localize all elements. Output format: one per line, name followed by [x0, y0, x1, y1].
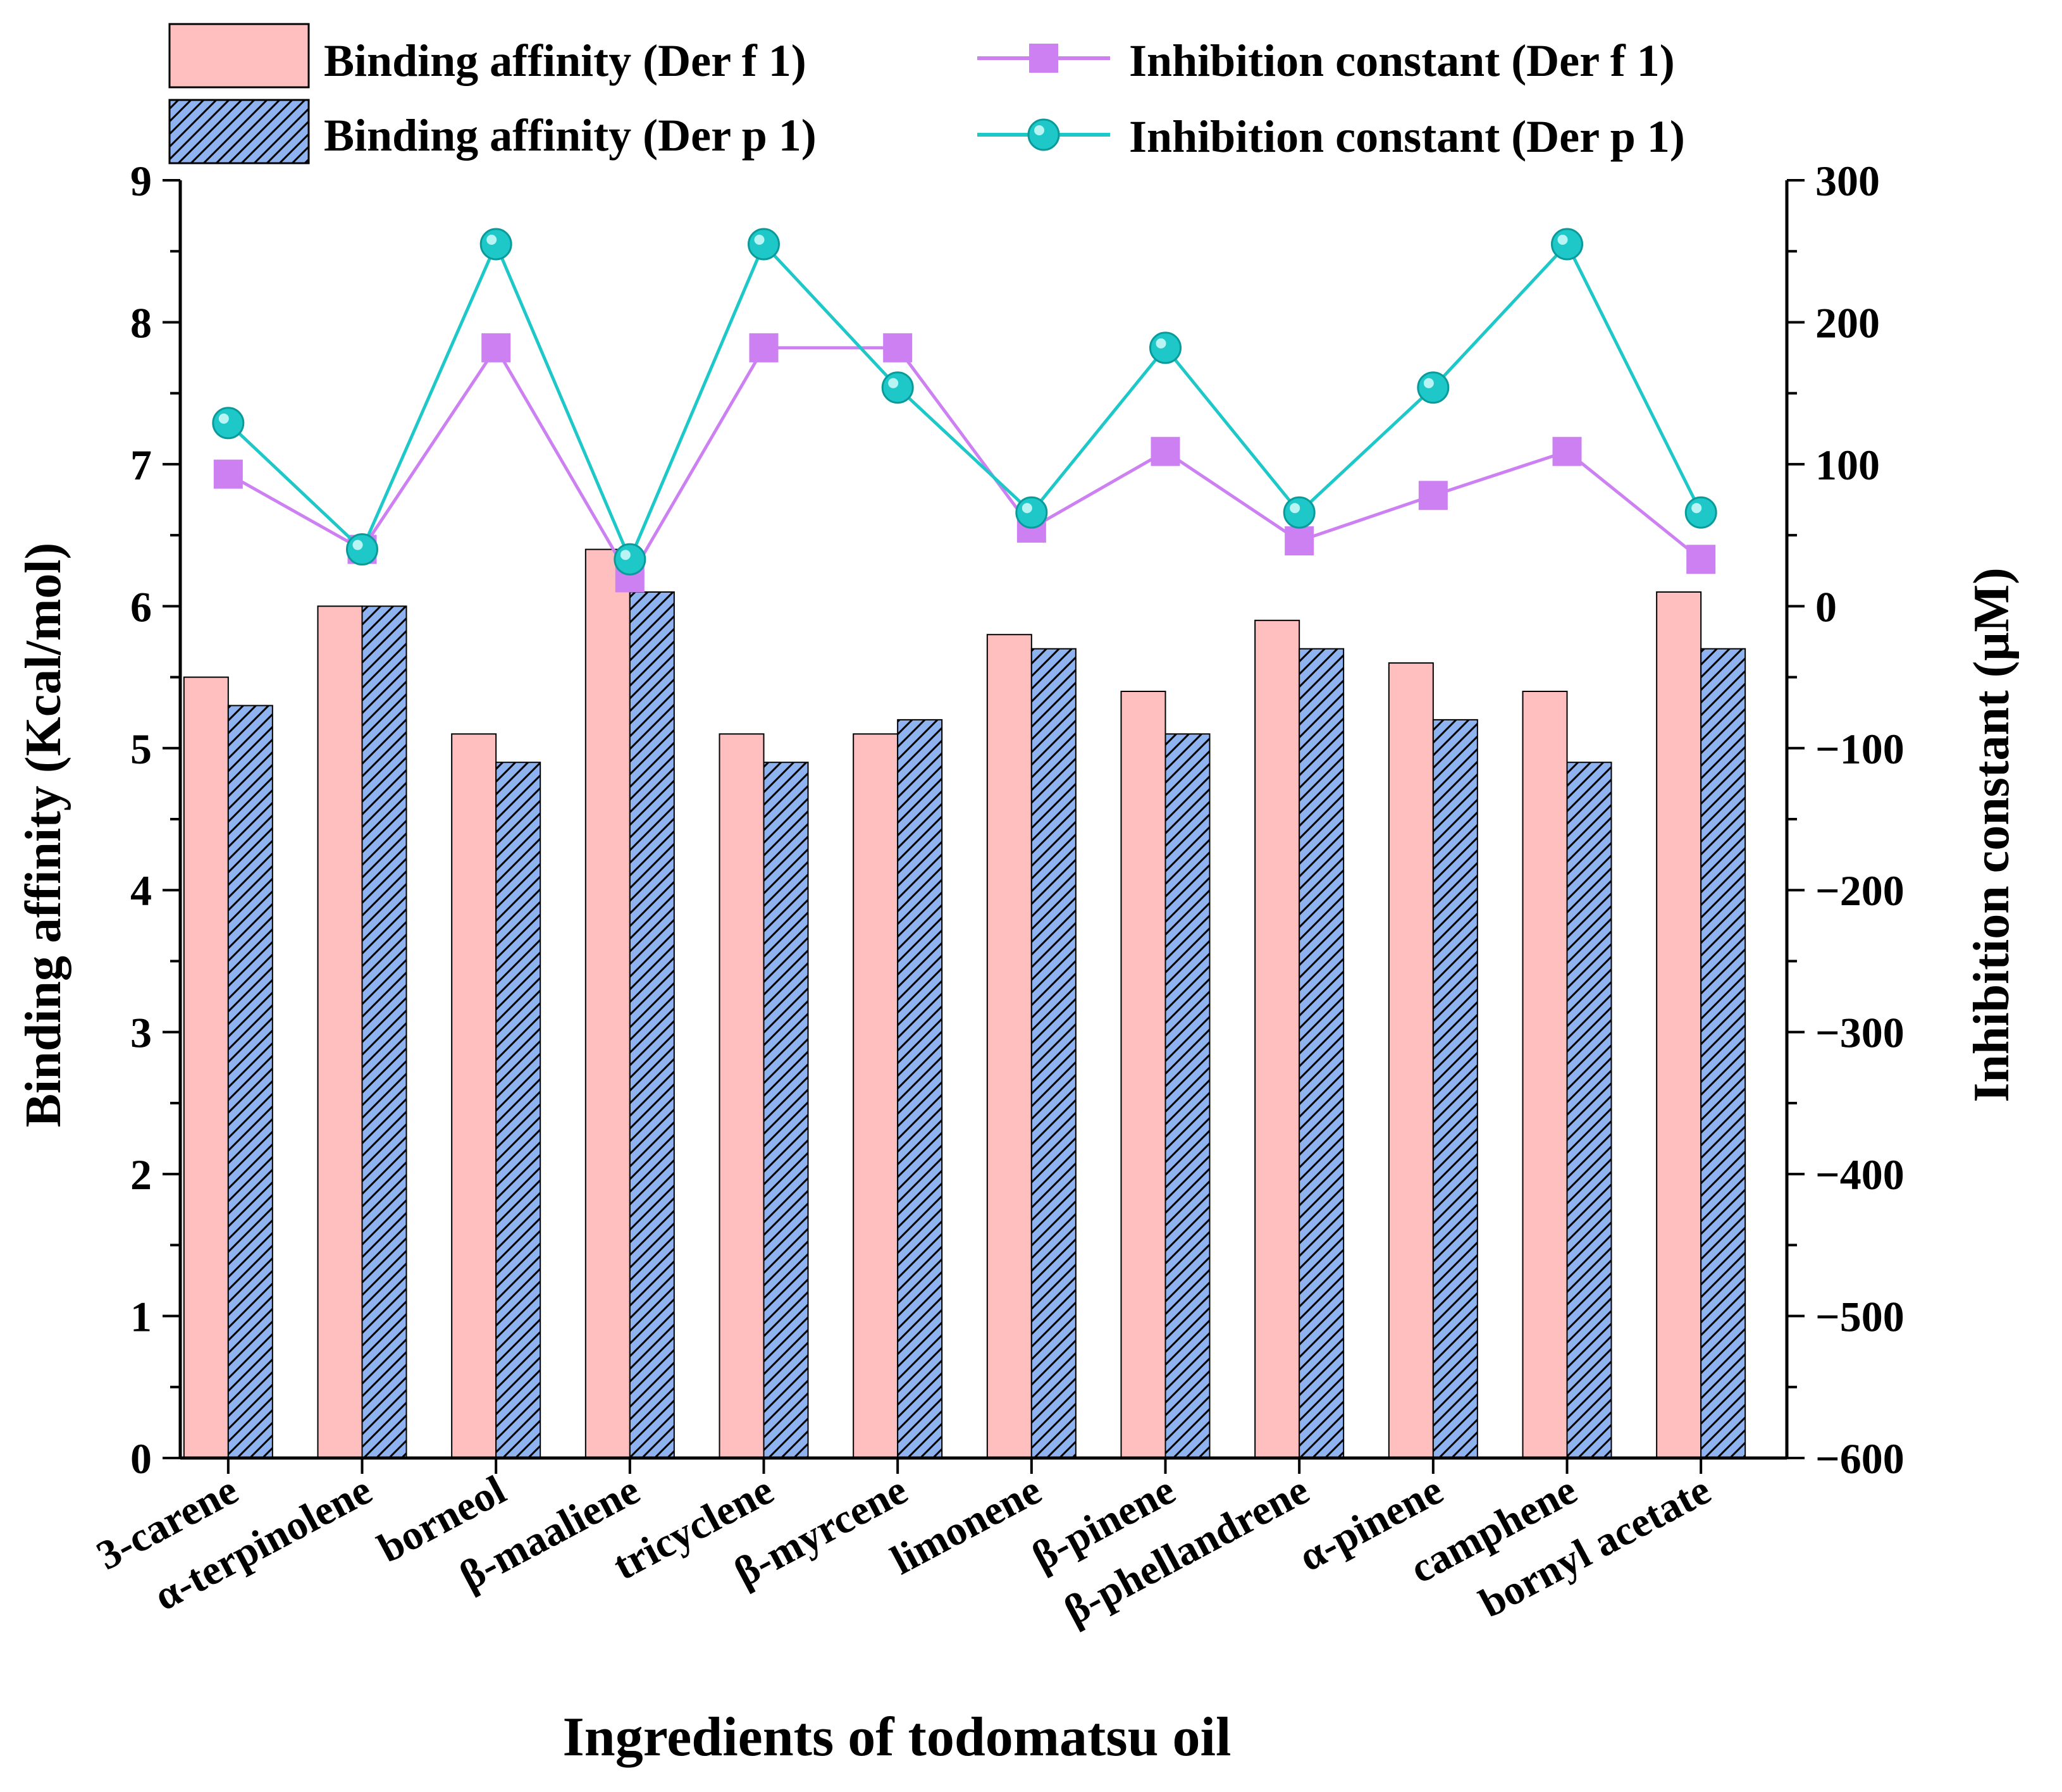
- bar-der-p1: [1299, 648, 1345, 1459]
- x-tick-label: limonene: [884, 1467, 1049, 1584]
- marker-square: [1418, 481, 1448, 510]
- y-tick-label: 1: [130, 1293, 152, 1341]
- y2-tick-label: 0: [1815, 583, 1837, 631]
- marker-highlight: [1156, 338, 1166, 349]
- legend-marker-square: [1029, 44, 1058, 73]
- marker-circle: [748, 228, 780, 261]
- bar-der-f1: [451, 733, 497, 1459]
- marker-highlight: [218, 413, 229, 424]
- bar-der-f1: [317, 605, 363, 1459]
- y-axis-title: Binding affinity (Kcal/mol): [16, 543, 71, 1128]
- marker-highlight: [1022, 503, 1032, 514]
- legend-label: Binding affinity (Der f 1): [324, 35, 806, 86]
- bar-der-p1: [495, 762, 541, 1459]
- legend-swatch-der-f1-bar: [168, 23, 310, 89]
- marker-highlight: [620, 550, 631, 560]
- y2-axis-title: Inhibition constant (μM): [1964, 567, 2020, 1102]
- marker-highlight: [888, 378, 899, 388]
- y2-tick-label: −400: [1815, 1151, 1905, 1199]
- bar-der-p1: [1432, 719, 1478, 1459]
- y2-tick-label: 300: [1815, 157, 1880, 205]
- bar-der-f1: [183, 676, 229, 1459]
- legend-label: Inhibition constant (Der p 1): [1129, 111, 1685, 162]
- y-tick-label: 8: [130, 299, 152, 347]
- y-tick-label: 2: [130, 1151, 152, 1199]
- marker-square: [1686, 545, 1716, 574]
- marker-circle: [1417, 371, 1450, 404]
- marker-circle: [479, 228, 512, 261]
- marker-circle: [1684, 496, 1717, 529]
- marker-highlight: [1691, 503, 1702, 514]
- legend-swatch-der-p1-bar: [168, 99, 310, 164]
- bar-der-f1: [1388, 662, 1434, 1459]
- bar-der-f1: [1254, 619, 1300, 1459]
- y2-tick-label: 200: [1815, 299, 1880, 347]
- legend-marker-circle: [1027, 118, 1060, 151]
- y-tick-label: 4: [130, 867, 152, 915]
- bar-der-p1: [227, 705, 273, 1459]
- bar-der-p1: [1030, 648, 1077, 1459]
- marker-circle: [1551, 228, 1583, 261]
- marker-circle: [1015, 496, 1048, 529]
- bar-der-p1: [1566, 762, 1612, 1459]
- x-axis-title: Ingredients of todomatsu oil: [563, 1707, 1232, 1768]
- marker-circle: [1283, 496, 1316, 529]
- marker-square: [1151, 436, 1180, 466]
- y-tick-label: 3: [130, 1009, 152, 1057]
- marker-highlight: [486, 235, 497, 245]
- bar-der-f1: [719, 733, 765, 1459]
- marker-square: [883, 333, 913, 362]
- y2-tick-label: −100: [1815, 725, 1905, 773]
- bar-der-p1: [1164, 733, 1211, 1459]
- marker-square: [481, 333, 511, 362]
- bar-der-p1: [629, 591, 675, 1459]
- y2-tick-label: −600: [1815, 1435, 1905, 1483]
- y-tick-label: 7: [130, 441, 152, 489]
- marker-circle: [346, 533, 378, 566]
- y-tick-label: 9: [130, 157, 152, 205]
- y2-tick-label: −300: [1815, 1009, 1905, 1057]
- line-square: [227, 345, 1702, 581]
- bar-der-p1: [1700, 648, 1746, 1459]
- marker-highlight: [1557, 235, 1568, 245]
- marker-highlight: [754, 235, 765, 245]
- bar-der-f1: [1522, 691, 1568, 1459]
- marker-circle: [614, 543, 646, 576]
- marker-highlight: [352, 540, 363, 550]
- bar-der-f1: [1120, 691, 1166, 1459]
- bar-der-f1: [853, 733, 899, 1459]
- marker-square: [749, 333, 779, 362]
- line-circle: [227, 240, 1703, 564]
- legend-label: Binding affinity (Der p 1): [324, 110, 817, 161]
- marker-square: [213, 459, 243, 489]
- marker-highlight: [1290, 503, 1300, 514]
- legend-label: Inhibition constant (Der f 1): [1129, 35, 1675, 86]
- bar-der-p1: [763, 762, 809, 1459]
- y-tick-label: 6: [130, 583, 152, 631]
- y-tick-label: 0: [130, 1435, 152, 1483]
- marker-highlight: [1423, 378, 1434, 388]
- y-tick-label: 5: [130, 725, 152, 773]
- bar-der-f1: [584, 548, 631, 1459]
- marker-square: [1285, 526, 1314, 556]
- marker-circle: [881, 371, 914, 404]
- y2-tick-label: −200: [1815, 867, 1905, 915]
- legend-marker-highlight: [1034, 125, 1044, 135]
- marker-circle: [212, 407, 245, 440]
- bar-der-f1: [986, 634, 1032, 1459]
- y2-tick-label: −500: [1815, 1293, 1905, 1341]
- marker-circle: [1149, 331, 1182, 364]
- y2-tick-label: 100: [1815, 441, 1880, 489]
- bar-der-p1: [897, 719, 943, 1459]
- bar-der-f1: [1656, 591, 1702, 1459]
- marker-square: [1552, 436, 1582, 466]
- bar-der-p1: [361, 605, 407, 1459]
